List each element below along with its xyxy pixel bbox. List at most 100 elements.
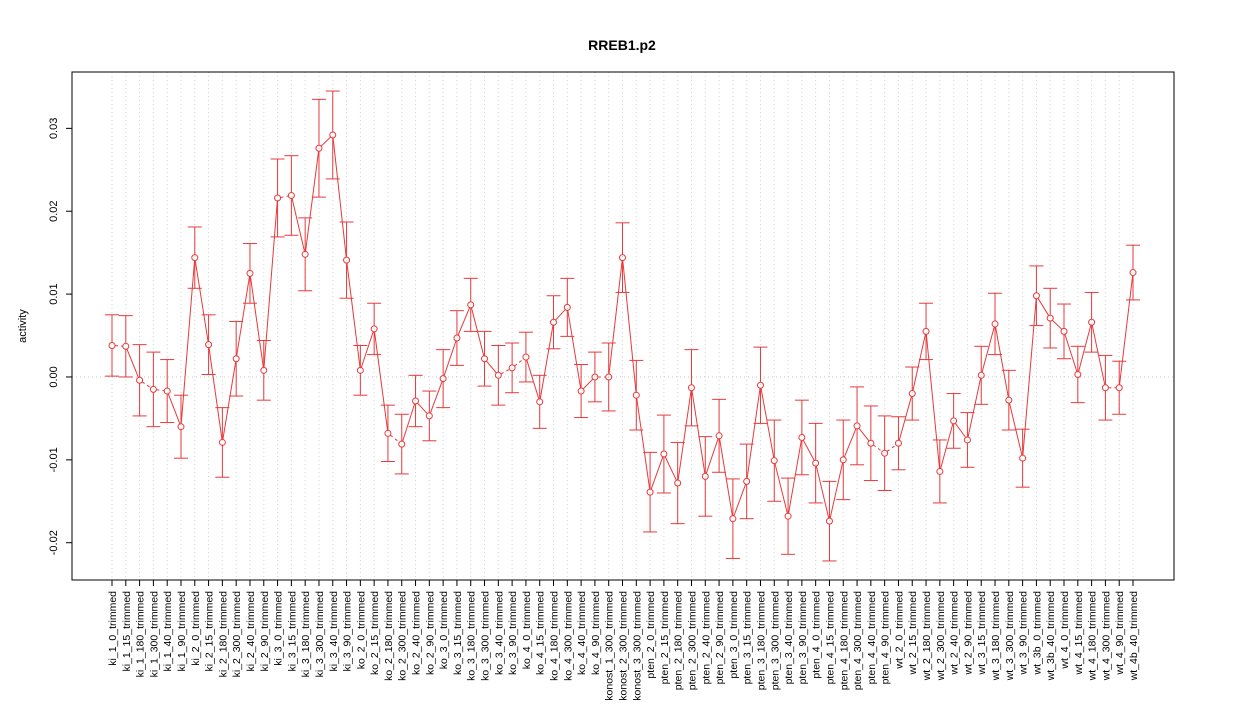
data-point <box>384 429 392 437</box>
data-point <box>867 439 875 447</box>
x-tick-label: ki_2_0_trimmed <box>190 591 202 666</box>
data-point <box>177 423 185 431</box>
series-segment <box>360 331 374 368</box>
series-segment <box>141 381 152 389</box>
data-point <box>922 327 930 335</box>
series-segment <box>981 326 995 373</box>
data-point <box>756 381 764 389</box>
x-tick-label: ko_3_40_trimmed <box>493 591 505 675</box>
series-segment <box>691 390 706 474</box>
x-tick-label: wt_2_40_trimmed <box>949 591 961 676</box>
data-point <box>1060 327 1068 335</box>
data-point <box>936 467 944 475</box>
series-segment <box>788 440 802 514</box>
x-tick-label: ko_2_40_trimmed <box>411 591 423 675</box>
x-tick-label: konost_2_300_trimmed <box>618 591 630 701</box>
series-segment <box>829 462 844 519</box>
series-segment <box>664 456 677 481</box>
x-tick-label: wt_4b_40_trimmed <box>1128 591 1140 681</box>
series-segment <box>346 263 361 368</box>
series-segment <box>886 444 897 452</box>
data-point <box>370 325 378 333</box>
x-tick-label: ko_2_0_trimmed <box>355 591 367 669</box>
data-point <box>163 387 171 395</box>
series-segment <box>390 434 400 443</box>
data-point <box>550 318 558 326</box>
data-point <box>715 432 723 440</box>
series-segment <box>374 331 389 431</box>
x-tick-label: wt_3b_0_trimmed <box>1031 591 1043 676</box>
x-tick-label: pten_4_180_trimmed <box>838 591 850 690</box>
x-tick-label: pten_2_90_trimmed <box>714 591 726 685</box>
series-segment <box>954 423 967 438</box>
x-tick-label: wt_2_90_trimmed <box>962 591 974 676</box>
series-segment <box>320 136 331 147</box>
x-tick-label: pten_4_0_trimmed <box>811 591 823 679</box>
series-segment <box>167 393 181 425</box>
series-segment <box>1064 334 1078 372</box>
series-segment <box>1119 275 1134 385</box>
series-segment <box>486 360 497 374</box>
y-axis-label: activity <box>17 309 29 343</box>
series-segment <box>249 276 264 368</box>
y-tick-label: -0.02 <box>48 530 60 555</box>
series-segment <box>305 151 320 252</box>
data-point <box>577 387 585 395</box>
x-tick-label: ki_1_180_trimmed <box>135 591 147 678</box>
series-segment <box>514 358 524 367</box>
series-segment <box>967 378 982 438</box>
data-point <box>1032 292 1040 300</box>
x-tick-label: pten_2_0_trimmed <box>645 591 657 679</box>
data-point <box>798 433 806 441</box>
x-tick-label: ki_1_90_trimmed <box>176 591 188 672</box>
x-tick-label: ki_3_180_trimmed <box>300 591 312 678</box>
data-point <box>605 373 613 381</box>
x-tick-label: pten_3_0_trimmed <box>728 591 740 679</box>
series-segment <box>156 389 165 392</box>
series-segment <box>925 334 941 469</box>
data-point <box>412 397 420 405</box>
data-point <box>274 194 282 202</box>
series-segment <box>802 439 815 461</box>
y-tick-label: -0.01 <box>48 447 60 472</box>
data-point <box>1074 370 1082 378</box>
series-segment <box>500 368 510 375</box>
data-point <box>1088 318 1096 326</box>
series-segment <box>636 398 651 490</box>
x-tick-label: ko_3_0_trimmed <box>438 591 450 669</box>
x-tick-label: pten_2_15_trimmed <box>659 591 671 685</box>
series-segment <box>263 200 278 368</box>
x-tick-label: wt_4_300_trimmed <box>1100 591 1112 681</box>
x-axis: ki_1_0_trimmed ki_1_15_trimmed ki_1_180_tr… <box>107 580 1140 701</box>
series-segment <box>912 334 926 391</box>
data-point <box>191 254 199 262</box>
data-point <box>108 341 116 349</box>
series-segment <box>332 137 347 258</box>
data-point <box>1046 314 1054 322</box>
data-point <box>467 301 475 309</box>
x-tick-label: ko_3_15_trimmed <box>452 591 464 675</box>
x-tick-label: wt_3b_40_trimmed <box>1045 591 1057 681</box>
x-tick-label: pten_4_300_trimmed <box>852 591 864 690</box>
series-segment <box>858 427 870 442</box>
y-tick-label: 0.01 <box>48 283 60 304</box>
x-tick-label: pten_4_15_trimmed <box>824 591 836 685</box>
x-tick-label: wt_4_15_trimmed <box>1073 591 1085 676</box>
series-segment <box>280 195 289 198</box>
data-point <box>563 303 571 311</box>
data-point <box>729 515 737 523</box>
x-tick-label: ki_3_0_trimmed <box>273 591 285 666</box>
data-point <box>356 366 364 374</box>
y-tick-label: 0.00 <box>48 366 60 387</box>
series-segment <box>815 465 830 519</box>
data-point <box>1115 384 1123 392</box>
series-segment <box>746 388 761 479</box>
x-tick-label: konost_3_300_trimmed <box>631 591 643 701</box>
x-tick-label: ki_1_300_trimmed <box>148 591 160 678</box>
series-segment <box>417 402 428 415</box>
data-point <box>218 438 226 446</box>
data-point <box>508 364 516 372</box>
x-tick-label: wt_3_300_trimmed <box>1004 591 1016 681</box>
data-point <box>301 250 309 258</box>
data-point <box>950 417 958 425</box>
